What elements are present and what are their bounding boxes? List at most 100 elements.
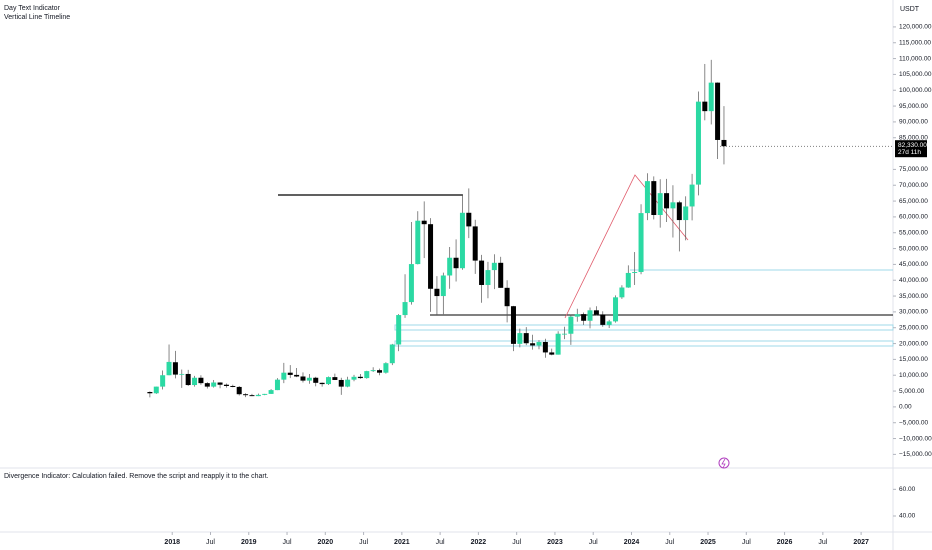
candle-body (574, 314, 580, 317)
y-tick-label: 120,000.00 (899, 24, 932, 31)
candle-body (262, 393, 268, 395)
candle-body (670, 202, 676, 209)
candle-body (179, 373, 185, 375)
x-tick-label: Jul (359, 539, 368, 546)
candle-body (338, 379, 344, 387)
candles (147, 59, 727, 398)
candle-body (185, 373, 191, 386)
candle-body (268, 390, 274, 394)
candle-body (364, 371, 370, 379)
candle-body (619, 287, 625, 298)
candle-body (632, 271, 638, 273)
candle-body (517, 333, 523, 344)
candle-body (351, 376, 357, 380)
candle-body (606, 321, 612, 325)
y-tick-label: 85,000.00 (899, 134, 928, 141)
candle-body (510, 306, 516, 344)
trend-line (564, 174, 689, 319)
candle-body (415, 220, 421, 265)
x-tick-label: 2027 (853, 539, 869, 546)
x-tick-label: Jul (206, 539, 215, 546)
candle-body (160, 375, 166, 387)
candle-body (345, 379, 351, 387)
y-tick-label: 55,000.00 (899, 229, 928, 236)
candle-body (325, 377, 331, 385)
x-tick-label: 2018 (164, 539, 180, 546)
candle-body (453, 257, 459, 269)
event-icon[interactable] (718, 457, 730, 469)
candle-body (198, 377, 204, 384)
candle-body (715, 82, 721, 140)
candle-body (306, 377, 312, 381)
candle-body (638, 213, 644, 272)
y-tick-label: −5,000.00 (899, 419, 928, 426)
candle-body (523, 333, 529, 344)
y-tick-label: 100,000.00 (899, 87, 932, 94)
candle-body (147, 392, 153, 394)
candle-body (211, 382, 217, 387)
last-price-box (895, 140, 927, 158)
countdown-label: 27d 11h (898, 149, 921, 156)
price-axis: 120,000.00 115,000.00 110,000.00 105,000.00… (893, 24, 932, 458)
candle-body (243, 394, 249, 396)
candle-body (294, 374, 300, 377)
y-tick-label: 15,000.00 (899, 356, 928, 363)
drawings (278, 174, 894, 469)
x-tick-label: Jul (742, 539, 751, 546)
y-tick-label: 70,000.00 (899, 182, 928, 189)
candle-body (287, 372, 293, 375)
event-icon-glyph (721, 458, 726, 469)
y-tick-label: 45,000.00 (899, 261, 928, 268)
candle-body (313, 377, 319, 383)
candle-body (504, 287, 510, 307)
candle-body (383, 363, 389, 373)
y-tick-label: 5,000.00 (899, 388, 925, 395)
candle-body (440, 275, 446, 297)
candle-body (447, 257, 453, 276)
candle-body (153, 386, 159, 394)
x-tick-label: Jul (283, 539, 292, 546)
candle-body (664, 193, 670, 209)
y-tick-label: 35,000.00 (899, 293, 928, 300)
candle-body (223, 384, 229, 386)
y-tick-label: 115,000.00 (899, 39, 931, 46)
candle-body (530, 343, 536, 346)
x-tick-label: Jul (818, 539, 827, 546)
candle-body (587, 310, 593, 321)
candle-body (172, 362, 178, 375)
candle-body (255, 394, 261, 397)
y-tick-label: 110,000.00 (899, 55, 931, 62)
candle-body (434, 288, 440, 297)
candle-body (204, 383, 210, 387)
candle-body (274, 379, 280, 391)
candle-body (562, 333, 568, 335)
candle-body (408, 264, 414, 303)
candle-body (695, 101, 701, 185)
candle-body (472, 226, 478, 261)
candle-body (370, 370, 376, 372)
x-tick-label: 2022 (471, 539, 487, 546)
candle-body (651, 181, 657, 216)
candle-body (549, 352, 555, 355)
x-tick-label: 2025 (700, 539, 716, 546)
y-tick-label: 95,000.00 (899, 103, 928, 110)
candle-body (536, 341, 542, 346)
candle-body (230, 385, 236, 387)
candle-body (466, 212, 472, 227)
candle-body (542, 341, 548, 353)
y-tick-label: 50,000.00 (899, 245, 928, 252)
candle-body (644, 181, 650, 214)
candle-body (236, 386, 242, 395)
y-tick-label: 10,000.00 (899, 372, 928, 379)
candle-body (683, 206, 689, 221)
candle-body (581, 314, 587, 321)
candle-body (491, 262, 497, 271)
x-tick-label: 2026 (777, 539, 793, 546)
currency: USDT (900, 6, 920, 13)
y-tick-label: 60.00 (899, 486, 916, 493)
y-tick-label: −15,000.00 (899, 451, 932, 458)
candle-body (396, 315, 402, 345)
candle-body (389, 344, 395, 364)
